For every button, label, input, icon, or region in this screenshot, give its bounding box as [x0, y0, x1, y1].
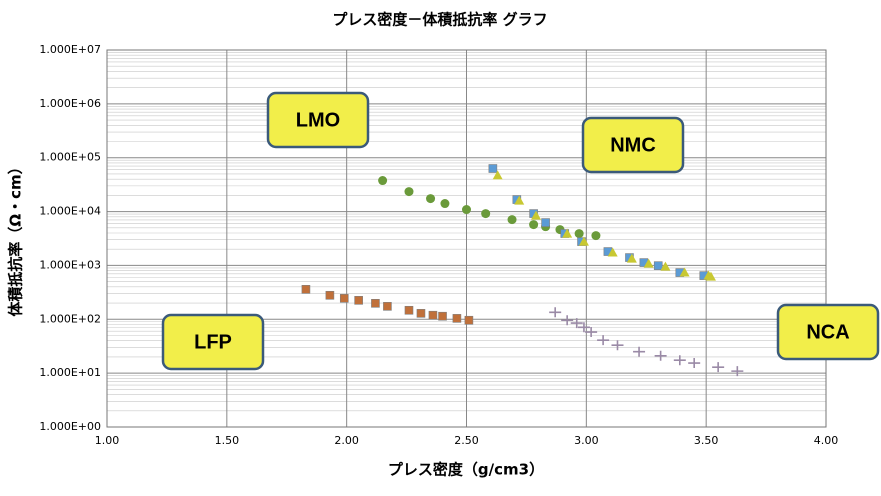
point — [607, 247, 618, 257]
y-tick-label: 1.000E+02 — [39, 312, 101, 325]
x-tick-label: 1.50 — [215, 434, 240, 447]
y-tick-label: 1.000E+04 — [39, 205, 101, 218]
point — [404, 305, 414, 315]
point — [438, 311, 447, 321]
annotation-box — [161, 313, 265, 371]
point — [561, 315, 574, 326]
point — [633, 346, 646, 357]
annotation-box — [266, 91, 370, 149]
x-tick-label: 3.50 — [694, 434, 719, 447]
point — [371, 299, 380, 308]
point — [428, 310, 438, 320]
point — [578, 236, 589, 246]
point — [301, 285, 311, 294]
chart-title: プレス密度－体積抵抗率 グラフ — [332, 11, 547, 29]
point — [492, 170, 503, 180]
point — [712, 362, 725, 373]
point — [481, 209, 491, 219]
x-tick-label: 2.00 — [334, 434, 359, 447]
point — [705, 271, 716, 281]
point — [404, 187, 414, 197]
point — [585, 327, 598, 338]
point — [339, 294, 349, 303]
point — [577, 322, 590, 333]
x-tick-label: 4.00 — [814, 434, 839, 447]
point — [462, 205, 471, 215]
point — [673, 355, 686, 366]
point — [440, 199, 450, 209]
annotation: LMO — [296, 109, 340, 131]
point — [597, 335, 610, 346]
y-tick-label: 1.000E+05 — [39, 151, 101, 164]
point — [488, 164, 498, 173]
y-tick-label: 1.000E+03 — [39, 258, 101, 271]
point — [653, 261, 663, 270]
plot-frame — [106, 49, 827, 428]
point — [643, 258, 654, 268]
point — [574, 229, 584, 239]
point — [549, 307, 562, 318]
point — [514, 195, 525, 205]
point — [654, 350, 667, 361]
point — [529, 220, 539, 230]
point — [452, 314, 462, 323]
point — [679, 267, 690, 277]
annotation-box — [581, 116, 685, 174]
point — [531, 210, 542, 220]
annotation: LFP — [194, 331, 232, 353]
point — [464, 315, 474, 325]
point — [354, 296, 363, 305]
y-tick-label: 1.000E+07 — [39, 43, 101, 56]
point — [570, 318, 583, 329]
point — [507, 215, 517, 225]
y-tick-label: 1.000E+00 — [39, 420, 101, 433]
x-axis-title: プレス密度（g/cm3） — [388, 461, 544, 479]
point — [383, 302, 392, 311]
y-tick-label: 1.000E+01 — [39, 366, 101, 379]
annotation: NMC — [610, 134, 656, 156]
point — [562, 228, 573, 238]
annotation: NCA — [806, 321, 849, 343]
series — [492, 170, 716, 281]
y-tick-label: 1.000E+06 — [39, 97, 101, 110]
point — [426, 194, 436, 204]
series — [549, 307, 744, 377]
series — [301, 285, 474, 325]
point — [591, 231, 601, 241]
point — [416, 309, 426, 318]
point — [688, 358, 701, 369]
point — [731, 366, 744, 377]
point — [325, 290, 335, 300]
series — [488, 164, 709, 280]
point — [611, 340, 624, 351]
point — [378, 176, 388, 186]
y-axis-title: 体積抵抗率（Ω・cm） — [7, 159, 25, 316]
annotation-box — [776, 303, 880, 361]
point — [541, 218, 550, 227]
x-tick-label: 1.00 — [95, 434, 120, 447]
x-tick-label: 3.00 — [574, 434, 599, 447]
series — [378, 176, 601, 241]
point — [660, 261, 671, 271]
x-tick-label: 2.50 — [454, 434, 479, 447]
point — [626, 253, 637, 263]
